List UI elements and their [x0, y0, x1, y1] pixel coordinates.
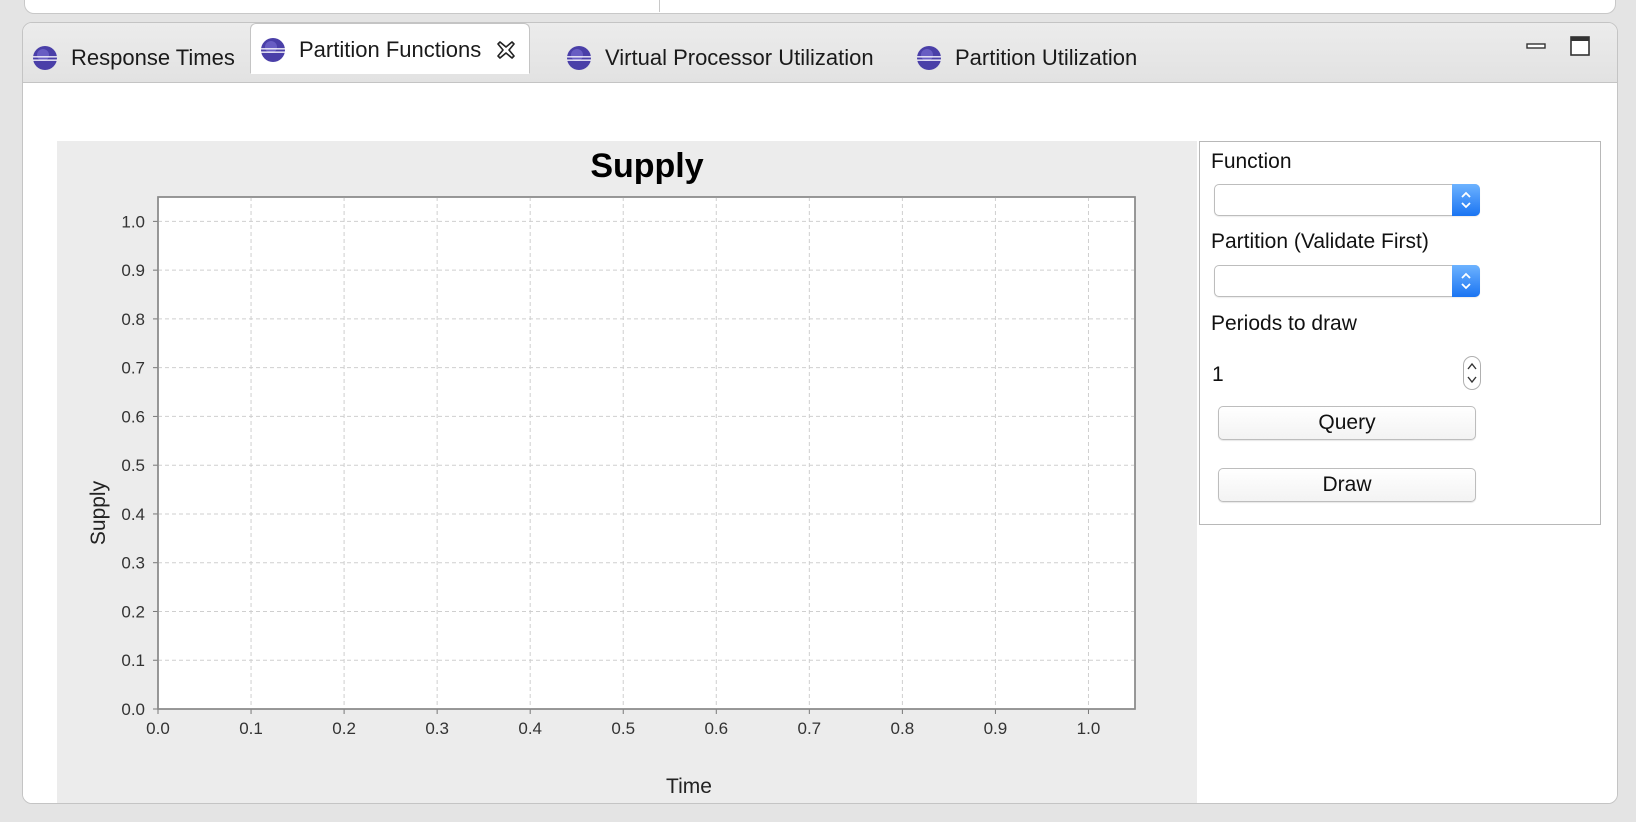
- tab-bar: Response Times Partition Functions Virtu…: [23, 23, 1617, 83]
- x-tick-label: 0.9: [984, 719, 1008, 738]
- x-tick-label: 0.3: [425, 719, 449, 738]
- select-arrows-icon: [1452, 184, 1480, 216]
- y-tick-label: 0.3: [121, 554, 145, 573]
- x-tick-label: 0.0: [146, 719, 170, 738]
- x-tick-label: 0.6: [704, 719, 728, 738]
- chart-canvas: Supply 0.0 0.1 0.2 0.3 0.4 0.5 0.6 0.7 0.8 0.9 1.0…: [87, 147, 1136, 798]
- y-tick-label: 0.4: [121, 505, 145, 524]
- select-arrows-icon: [1452, 265, 1480, 297]
- y-axis-label: Supply: [87, 480, 110, 545]
- eclipse-view-icon: [917, 46, 941, 70]
- draw-button[interactable]: Draw: [1218, 468, 1476, 502]
- chart-title: Supply: [590, 147, 703, 185]
- x-axis-label: Time: [666, 775, 712, 798]
- function-select[interactable]: [1214, 184, 1480, 216]
- tab-label: Response Times: [71, 45, 235, 70]
- partition-functions-view: Response Times Partition Functions Virtu…: [22, 22, 1618, 804]
- tab-label: Partition Utilization: [955, 45, 1138, 70]
- minimize-icon[interactable]: [1525, 35, 1547, 57]
- y-tick-label: 0.1: [121, 651, 145, 670]
- x-tick-label: 1.0: [1077, 719, 1101, 738]
- plot-area: [157, 196, 1136, 710]
- x-tick-label: 0.5: [611, 719, 635, 738]
- y-tick-label: 0.0: [121, 700, 145, 719]
- eclipse-view-icon: [33, 46, 57, 70]
- supply-chart: Supply 0.0 0.1 0.2 0.3 0.4 0.5 0.6 0.7 0.8 0.9 1.0…: [57, 141, 1197, 803]
- x-tick-label: 0.2: [332, 719, 356, 738]
- partition-select[interactable]: [1214, 265, 1480, 297]
- function-label: Function: [1211, 150, 1292, 173]
- y-tick-label: 0.5: [121, 456, 145, 475]
- tab-label: Virtual Processor Utilization: [605, 45, 874, 70]
- stepper-arrows-icon: [1467, 362, 1477, 384]
- tab-partition-utilization[interactable]: Partition Utilization: [915, 33, 1137, 83]
- y-tick-label: 0.7: [121, 359, 145, 378]
- view-content: Supply 0.0 0.1 0.2 0.3 0.4 0.5 0.6 0.7 0.8 0.9 1.0…: [23, 83, 1617, 803]
- x-tick-label: 0.1: [239, 719, 263, 738]
- upper-panel-edge: [24, 0, 1616, 14]
- tab-response-times[interactable]: Response Times: [31, 33, 235, 83]
- eclipse-view-icon: [567, 46, 591, 70]
- x-tick-label: 0.7: [798, 719, 822, 738]
- tab-label: Partition Functions: [299, 36, 482, 62]
- function-controls-panel: Function Partition (Validate First): [1199, 141, 1601, 525]
- grid-lines: [158, 197, 1135, 709]
- y-tick-label: 1.0: [121, 212, 145, 231]
- y-tick-label: 0.6: [121, 407, 145, 426]
- y-tick-label: 0.8: [121, 310, 145, 329]
- partition-label: Partition (Validate First): [1211, 230, 1429, 253]
- periods-stepper[interactable]: [1463, 356, 1481, 390]
- y-tick-label: 0.2: [121, 602, 145, 621]
- tab-partition-functions[interactable]: Partition Functions: [250, 23, 531, 74]
- upper-panel-divider: [659, 0, 660, 12]
- x-tick-label: 0.4: [518, 719, 542, 738]
- query-button[interactable]: Query: [1218, 406, 1476, 440]
- periods-input[interactable]: 1: [1212, 363, 1224, 386]
- maximize-icon[interactable]: [1569, 35, 1591, 57]
- x-axis-ticks: 0.0 0.1 0.2 0.3 0.4 0.5 0.6 0.7 0.8 0.9 1.0: [146, 709, 1100, 738]
- tab-virtual-processor-utilization[interactable]: Virtual Processor Utilization: [565, 33, 874, 83]
- y-tick-label: 0.9: [121, 261, 145, 280]
- eclipse-view-icon: [261, 37, 285, 62]
- plot-border: [157, 196, 1136, 710]
- y-axis-ticks: 0.0 0.1 0.2 0.3 0.4 0.5 0.6 0.7 0.8 0.9 1.0: [121, 212, 158, 719]
- close-icon[interactable]: [495, 39, 517, 61]
- x-tick-label: 0.8: [891, 719, 915, 738]
- periods-label: Periods to draw: [1211, 312, 1357, 335]
